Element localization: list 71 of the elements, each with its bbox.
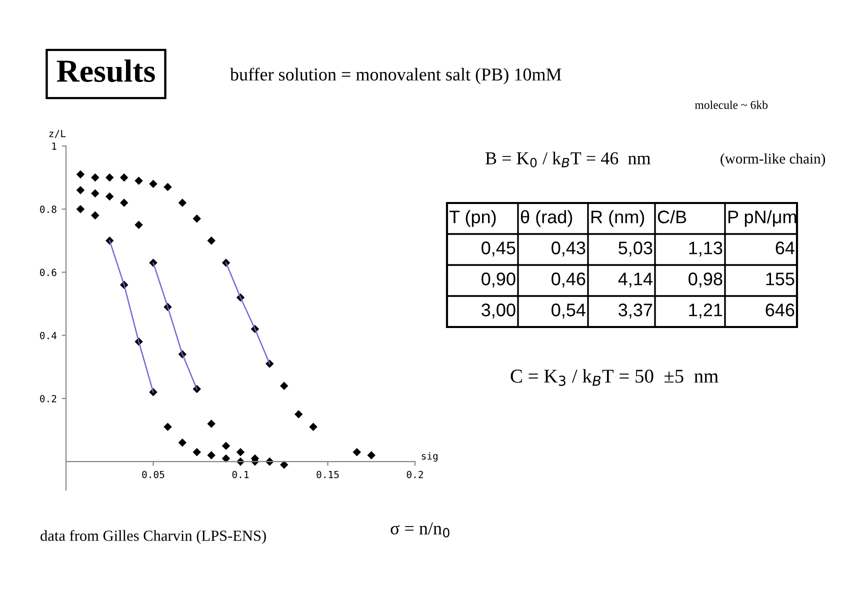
text: 646 bbox=[766, 304, 794, 316]
chart-title: Results bbox=[56, 60, 155, 82]
point bbox=[76, 205, 84, 213]
point bbox=[178, 438, 186, 446]
point bbox=[222, 442, 230, 450]
point bbox=[178, 198, 186, 207]
point bbox=[236, 448, 244, 456]
point bbox=[164, 183, 172, 191]
text: 0,98 bbox=[688, 272, 722, 288]
y-tick-label: 1 bbox=[52, 142, 56, 150]
point bbox=[208, 236, 216, 245]
point bbox=[76, 170, 84, 178]
point bbox=[280, 382, 288, 390]
point bbox=[353, 448, 361, 456]
text: data from Gilles Charvin (LPS-ENS) bbox=[40, 530, 266, 544]
x-tick-label: 0.1 bbox=[232, 470, 249, 478]
text: 64 bbox=[776, 242, 794, 254]
x-tick-label: 0.2 bbox=[406, 470, 423, 478]
category-label: C/B bbox=[658, 210, 686, 224]
text: σ = n/n$_{0}$ bbox=[390, 522, 450, 538]
text: 3,00 bbox=[482, 304, 516, 318]
text: 4,14 bbox=[618, 272, 652, 288]
point bbox=[294, 410, 302, 418]
point bbox=[193, 214, 201, 222]
point bbox=[368, 451, 376, 460]
category-label: R (nm) bbox=[591, 210, 644, 227]
text: 1,21 bbox=[689, 304, 722, 318]
point bbox=[91, 174, 99, 182]
point bbox=[193, 448, 201, 456]
point bbox=[164, 423, 172, 431]
text: 0,46 bbox=[552, 272, 586, 288]
text: 1,13 bbox=[689, 242, 722, 256]
text: 3,37 bbox=[618, 304, 652, 318]
point bbox=[106, 192, 114, 200]
point bbox=[106, 174, 114, 182]
text: 0,54 bbox=[552, 304, 586, 318]
y-tick-label: 0.4 bbox=[40, 332, 57, 340]
point bbox=[134, 221, 143, 229]
category-label: P pN/μm bbox=[728, 210, 796, 227]
y-tick-label: 0.2 bbox=[40, 394, 56, 402]
point bbox=[309, 423, 318, 431]
text: 0,45 bbox=[482, 242, 516, 256]
text: B = K$_{0}$ / k$_{B}$T = 46 nm bbox=[486, 152, 651, 168]
point bbox=[208, 451, 216, 460]
text: 5,03 bbox=[618, 242, 652, 256]
text: C = K$_{3}$ / k$_{B}$T = 50 ±5 nm bbox=[510, 369, 718, 386]
point bbox=[208, 420, 216, 428]
category-label: θ (rad) bbox=[520, 210, 572, 227]
text: 155 bbox=[766, 272, 794, 286]
text: (worm-like chain) bbox=[720, 153, 826, 167]
point bbox=[149, 180, 158, 188]
point bbox=[280, 460, 288, 469]
text: molecule ~ 6kb bbox=[694, 100, 768, 109]
text: 0,43 bbox=[552, 242, 586, 256]
y-tick-label: 0.8 bbox=[40, 206, 56, 213]
x-tick-label: 0.15 bbox=[316, 470, 339, 478]
point bbox=[76, 186, 84, 194]
y-tick-label: 0.6 bbox=[40, 268, 56, 276]
y-axis-title: z/L bbox=[49, 130, 66, 138]
text: 0,90 bbox=[482, 272, 516, 288]
x-axis-title: sig bbox=[422, 452, 438, 462]
point bbox=[236, 458, 244, 466]
category-label: T (pn) bbox=[449, 210, 496, 227]
chart-subtitle: buffer solution = monovalent salt (PB) 10mM bbox=[230, 68, 562, 84]
point bbox=[91, 190, 99, 198]
x-tick-label: 0.05 bbox=[142, 470, 164, 478]
point bbox=[222, 454, 230, 462]
point bbox=[120, 198, 128, 207]
point bbox=[91, 212, 99, 220]
point bbox=[134, 176, 143, 185]
point bbox=[120, 174, 128, 182]
